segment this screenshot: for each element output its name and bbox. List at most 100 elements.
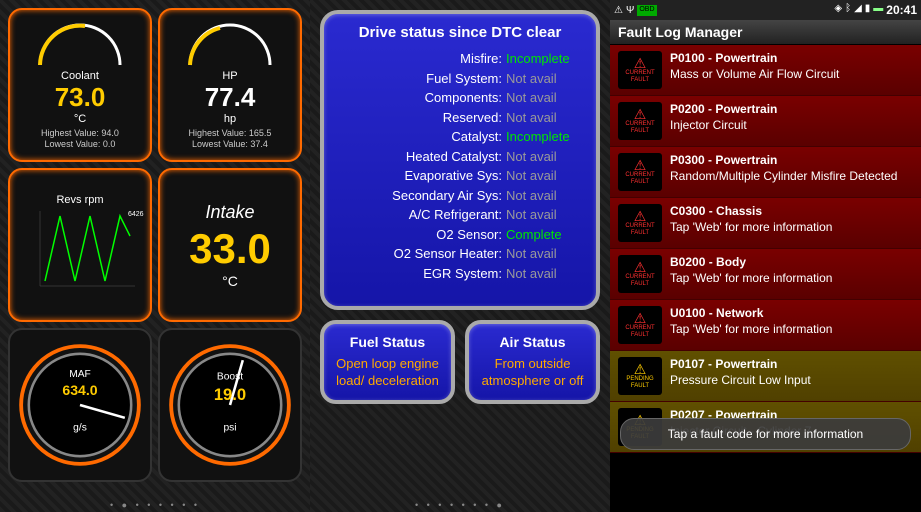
fault-desc: Tap 'Web' for more information bbox=[670, 271, 832, 287]
status-value: Incomplete bbox=[506, 49, 586, 69]
status-row: O2 Sensor:Complete bbox=[334, 225, 586, 245]
intake-unit: °C bbox=[222, 273, 238, 289]
svg-text:Boost: Boost bbox=[217, 371, 243, 382]
status-value: Not avail bbox=[506, 244, 586, 264]
fault-row[interactable]: PENDING FAULT P0107 - PowertrainPressure … bbox=[610, 351, 921, 402]
fault-row[interactable]: CURRENT FAULTU0100 - NetworkTap 'Web' fo… bbox=[610, 300, 921, 351]
fault-code: B0200 - Body bbox=[670, 255, 832, 271]
status-value: Not avail bbox=[506, 166, 586, 186]
fault-code: P0100 - Powertrain bbox=[670, 51, 839, 67]
status-row: Evaporative Sys:Not avail bbox=[334, 166, 586, 186]
fault-row[interactable]: CURRENT FAULTP0300 - PowertrainRandom/Mu… bbox=[610, 147, 921, 198]
fault-badge-icon: CURRENT FAULT bbox=[618, 102, 662, 140]
status-value: Complete bbox=[506, 225, 586, 245]
fault-desc: Pressure Circuit Low Input bbox=[670, 373, 811, 389]
coolant-gauge[interactable]: Coolant 73.0 °C Highest Value: 94.0Lowes… bbox=[8, 8, 152, 162]
fault-list[interactable]: CURRENT FAULTP0100 - PowertrainMass or V… bbox=[610, 45, 921, 453]
fault-badge-icon: CURRENT FAULT bbox=[618, 306, 662, 344]
status-row: Reserved:Not avail bbox=[334, 108, 586, 128]
fault-code: C0300 - Chassis bbox=[670, 204, 832, 220]
revs-graph: 6426 bbox=[16, 206, 144, 296]
status-key: Heated Catalyst: bbox=[334, 147, 502, 167]
app-root: Coolant 73.0 °C Highest Value: 94.0Lowes… bbox=[0, 0, 921, 512]
fault-text: U0100 - NetworkTap 'Web' for more inform… bbox=[670, 306, 832, 344]
status-value: Not avail bbox=[506, 264, 586, 284]
revs-readout: 6426 bbox=[128, 211, 144, 218]
status-key: Secondary Air Sys: bbox=[334, 186, 502, 206]
hp-value: 77.4 bbox=[205, 82, 256, 113]
air-status-title: Air Status bbox=[475, 334, 590, 350]
coolant-arc bbox=[16, 20, 144, 70]
drive-status-title: Drive status since DTC clear bbox=[334, 24, 586, 41]
wifi-icon: ◢ bbox=[854, 3, 862, 17]
pager-dots-2: • • • • • • • ● bbox=[310, 500, 610, 510]
fault-text: C0300 - ChassisTap 'Web' for more inform… bbox=[670, 204, 832, 242]
fault-badge-icon: CURRENT FAULT bbox=[618, 255, 662, 293]
status-row: Catalyst:Incomplete bbox=[334, 127, 586, 147]
fault-desc: Tap 'Web' for more information bbox=[670, 220, 832, 236]
fault-text: B0200 - BodyTap 'Web' for more informati… bbox=[670, 255, 832, 293]
maf-dial: MAF 634.0 g/s bbox=[16, 336, 144, 474]
status-row: A/C Refrigerant:Not avail bbox=[334, 205, 586, 225]
coolant-label: Coolant bbox=[61, 70, 99, 82]
status-row: Heated Catalyst:Not avail bbox=[334, 147, 586, 167]
hp-arc bbox=[166, 20, 294, 70]
status-key: EGR System: bbox=[334, 264, 502, 284]
fault-text: P0300 - PowertrainRandom/Multiple Cylind… bbox=[670, 153, 897, 191]
fault-code: P0200 - Powertrain bbox=[670, 102, 777, 118]
status-value: Incomplete bbox=[506, 127, 586, 147]
status-value: Not avail bbox=[506, 147, 586, 167]
hp-label: HP bbox=[222, 70, 237, 82]
coolant-stats: Highest Value: 94.0Lowest Value: 0.0 bbox=[41, 128, 119, 150]
status-row: Misfire:Incomplete bbox=[334, 49, 586, 69]
fault-desc: Random/Multiple Cylinder Misfire Detecte… bbox=[670, 169, 897, 185]
boost-dial: Boost 19.0 psi bbox=[166, 336, 294, 474]
revs-label: Revs rpm bbox=[56, 194, 103, 206]
fault-badge-icon: CURRENT FAULT bbox=[618, 51, 662, 89]
fault-row[interactable]: CURRENT FAULT P0200 - PowertrainInjector … bbox=[610, 96, 921, 147]
revs-gauge[interactable]: Revs rpm 6426 bbox=[8, 168, 152, 322]
fault-badge-icon: PENDING FAULT bbox=[618, 357, 662, 395]
pager-dots-1: • ● • • • • • • bbox=[0, 500, 310, 510]
status-row: Components:Not avail bbox=[334, 88, 586, 108]
maf-gauge[interactable]: MAF 634.0 g/s bbox=[8, 328, 152, 482]
status-key: Components: bbox=[334, 88, 502, 108]
android-statusbar: ⚠ Ψ OBD ◈ ᛒ ◢ ▮ ▬ 20:41 bbox=[610, 0, 921, 20]
battery-icon: ▬ bbox=[873, 3, 883, 17]
status-panel: Drive status since DTC clear Misfire:Inc… bbox=[310, 0, 610, 512]
fault-row[interactable]: CURRENT FAULTC0300 - ChassisTap 'Web' fo… bbox=[610, 198, 921, 249]
status-key: Evaporative Sys: bbox=[334, 166, 502, 186]
status-row: O2 Sensor Heater:Not avail bbox=[334, 244, 586, 264]
signal-icon: ▮ bbox=[865, 3, 871, 17]
fuel-status-title: Fuel Status bbox=[330, 334, 445, 350]
coolant-unit: °C bbox=[74, 113, 86, 125]
svg-text:g/s: g/s bbox=[73, 423, 87, 434]
hp-gauge[interactable]: HP 77.4 hp Highest Value: 165.5Lowest Va… bbox=[158, 8, 302, 162]
boost-gauge[interactable]: Boost 19.0 psi bbox=[158, 328, 302, 482]
fault-code: P0107 - Powertrain bbox=[670, 357, 811, 373]
status-value: Not avail bbox=[506, 88, 586, 108]
svg-text:634.0: 634.0 bbox=[62, 382, 97, 398]
fault-desc: Mass or Volume Air Flow Circuit bbox=[670, 67, 839, 83]
intake-value: 33.0 bbox=[189, 225, 271, 273]
drive-status-card[interactable]: Drive status since DTC clear Misfire:Inc… bbox=[320, 10, 600, 310]
fault-row[interactable]: CURRENT FAULTP0100 - PowertrainMass or V… bbox=[610, 45, 921, 96]
svg-text:19.0: 19.0 bbox=[214, 385, 246, 404]
clock: 20:41 bbox=[886, 3, 917, 17]
intake-gauge[interactable]: Intake 33.0 °C bbox=[158, 168, 302, 322]
status-key: Misfire: bbox=[334, 49, 502, 69]
fault-desc: Tap 'Web' for more information bbox=[670, 322, 832, 338]
status-value: Not avail bbox=[506, 69, 586, 89]
fault-desc: Injector Circuit bbox=[670, 118, 777, 134]
status-row: Fuel System:Not avail bbox=[334, 69, 586, 89]
fault-row[interactable]: CURRENT FAULTB0200 - BodyTap 'Web' for m… bbox=[610, 249, 921, 300]
fuel-status-desc: Open loop engine load/ deceleration bbox=[330, 356, 445, 390]
fault-text: P0100 - PowertrainMass or Volume Air Flo… bbox=[670, 51, 839, 89]
status-row: EGR System:Not avail bbox=[334, 264, 586, 284]
status-key: Catalyst: bbox=[334, 127, 502, 147]
air-status-card[interactable]: Air Status From outside atmosphere or of… bbox=[465, 320, 600, 404]
fault-panel: ⚠ Ψ OBD ◈ ᛒ ◢ ▮ ▬ 20:41 Fault Log Manage… bbox=[610, 0, 921, 512]
status-value: Not avail bbox=[506, 205, 586, 225]
fault-badge-icon: CURRENT FAULT bbox=[618, 204, 662, 242]
fuel-status-card[interactable]: Fuel Status Open loop engine load/ decel… bbox=[320, 320, 455, 404]
